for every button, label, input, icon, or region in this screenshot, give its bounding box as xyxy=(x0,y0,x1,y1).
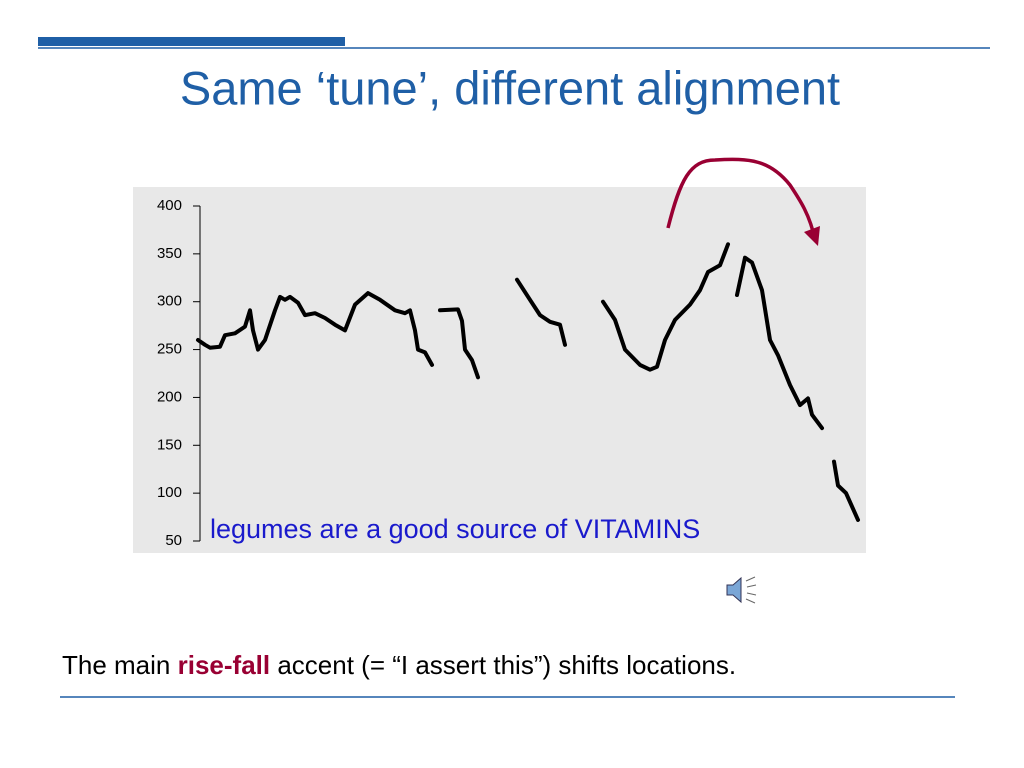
arrow-head xyxy=(804,226,820,246)
chart: 50 100 150 200 250 300 350 400 xyxy=(157,197,860,549)
y-tick-label: 150 xyxy=(157,436,182,453)
y-tick-label: 350 xyxy=(157,245,182,262)
pitch-track xyxy=(196,242,860,522)
slide-title: Same ‘tune’, different alignment xyxy=(180,61,840,114)
y-tick-label: 100 xyxy=(157,484,182,501)
y-tick-label: 400 xyxy=(157,197,182,214)
header-bar xyxy=(38,37,345,46)
y-tick-label: 200 xyxy=(157,388,182,405)
footer-emphasis: rise-fall xyxy=(178,650,271,680)
footer-text: The main rise-fall accent (= “I assert t… xyxy=(62,650,736,680)
rise-fall-arrow xyxy=(666,157,817,241)
annotation: legumes are a good source of VITAMINS xyxy=(210,514,700,544)
y-tick-label: 50 xyxy=(165,532,182,549)
footer-part: accent (= “I assert this”) shifts locati… xyxy=(270,650,736,680)
speaker-icon[interactable] xyxy=(726,576,757,604)
y-tick-label: 300 xyxy=(157,293,182,310)
chart-background xyxy=(133,187,866,553)
footer-part: The main xyxy=(62,650,178,680)
y-tick-label: 250 xyxy=(157,341,182,358)
